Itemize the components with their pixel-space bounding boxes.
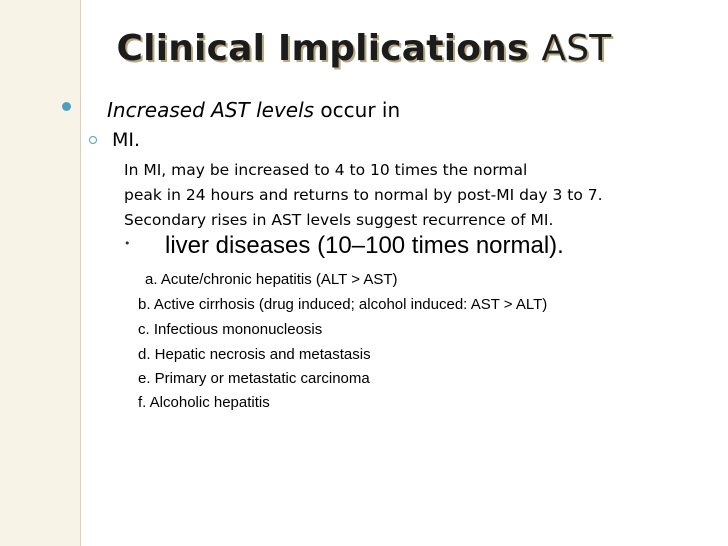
slide-title: Clinical Implications AST xyxy=(0,28,728,69)
level1-text: Increased AST levels occur in xyxy=(107,98,400,122)
level1-italic: Increased AST levels xyxy=(107,98,315,122)
list-item: e. Primary or metastatic carcinoma xyxy=(138,370,370,387)
level2-text: MI. xyxy=(112,129,141,151)
left-decorative-band xyxy=(0,0,80,546)
bullet-dot-icon xyxy=(62,102,71,111)
list-item: a. Acute/chronic hepatitis (ALT > AST) xyxy=(145,271,398,288)
small-bullet-icon: • xyxy=(124,237,131,250)
list-item: b. Active cirrhosis (drug induced; alcoh… xyxy=(138,296,548,313)
level1-rest: occur in xyxy=(314,98,401,122)
list-item: c. Infectious mononucleosis xyxy=(138,321,323,338)
paragraph-line: In MI, may be increased to 4 to 10 times… xyxy=(124,161,528,179)
band-divider xyxy=(80,0,81,546)
paragraph-line: peak in 24 hours and returns to normal b… xyxy=(124,186,603,204)
level4-text: liver diseases (10–100 times normal). xyxy=(165,232,564,259)
bullet-ring-icon xyxy=(89,136,97,144)
title-main: Clinical Implications xyxy=(116,28,529,69)
paragraph-line: Secondary rises in AST levels suggest re… xyxy=(124,211,554,229)
list-item: d. Hepatic necrosis and metastasis xyxy=(138,346,371,363)
title-suffix: AST xyxy=(541,28,612,69)
list-item: f. Alcoholic hepatitis xyxy=(138,394,270,411)
